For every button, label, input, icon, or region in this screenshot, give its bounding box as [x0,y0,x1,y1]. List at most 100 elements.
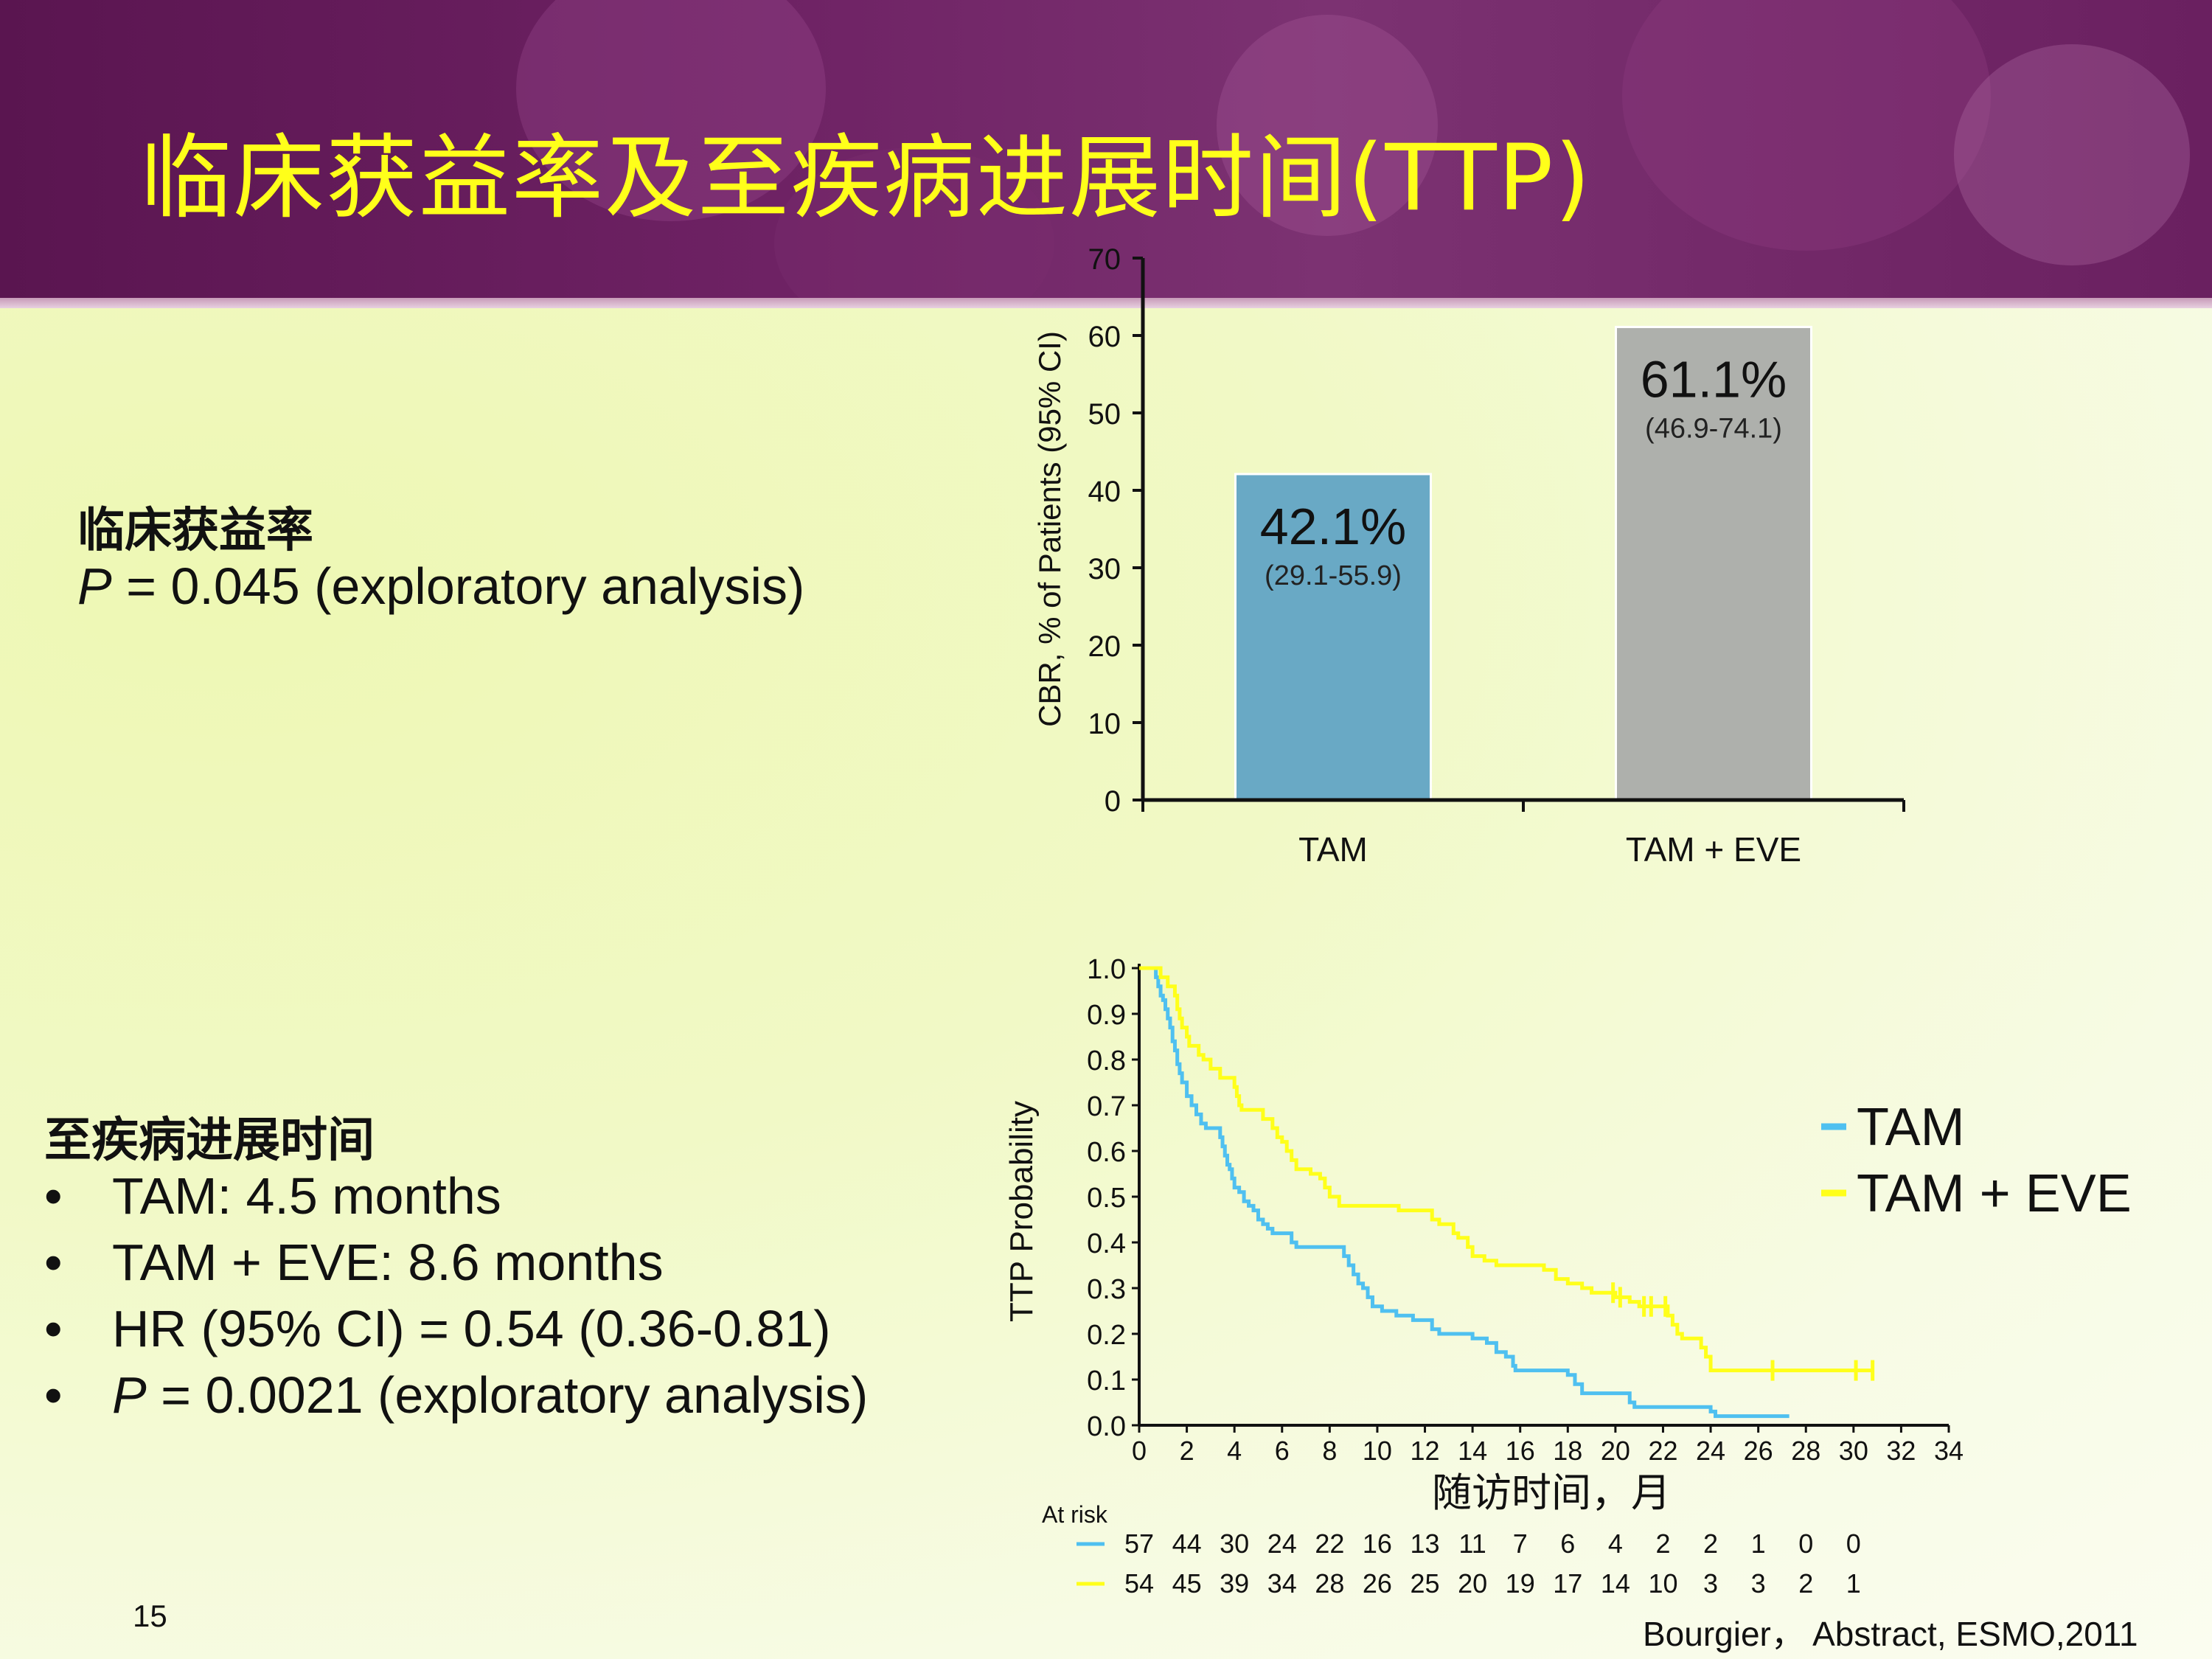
bullet-text: P = 0.0021 (exploratory analysis) [112,1366,869,1424]
x-tick-label: 26 [1744,1436,1773,1466]
bullet-text: TAM: 4.5 months [112,1167,501,1225]
citation: Bourgier， Abstract, ESMO,2011 [1643,1615,2138,1653]
page-number: 15 [133,1599,167,1633]
at-risk-count: 13 [1411,1528,1440,1559]
at-risk-count: 28 [1315,1568,1344,1599]
at-risk-count: 57 [1124,1528,1154,1559]
bar-value-label: 42.1% [1260,498,1406,555]
y-tick-label: 0.5 [1087,1183,1126,1214]
ttp-heading: 至疾病进展时间 [44,1113,375,1168]
y-tick-label: 50 [1088,398,1121,431]
x-tick-label: 18 [1553,1436,1582,1466]
x-tick-label: 16 [1506,1436,1535,1466]
cbr-heading: 临床获益率 [77,504,313,558]
at-risk-count: 45 [1172,1568,1202,1599]
at-risk-count: 1 [1846,1568,1861,1599]
y-tick-label: 10 [1088,708,1121,740]
x-tick-label: 22 [1648,1436,1677,1466]
y-axis-title: CBR, % of Patients (95% CI) [1032,331,1067,727]
at-risk-count: 44 [1172,1528,1202,1559]
bullet-text: HR (95% CI) = 0.54 (0.36-0.81) [112,1300,831,1357]
bullet-dot: • [44,1366,63,1424]
at-risk-count: 34 [1267,1568,1297,1599]
at-risk-count: 4 [1608,1528,1623,1559]
at-risk-count: 24 [1267,1528,1297,1559]
at-risk-count: 0 [1846,1528,1861,1559]
bar-2 [1615,325,1812,801]
at-risk-count: 14 [1601,1568,1630,1599]
bar-value-label: 61.1% [1641,350,1787,408]
at-risk-count: 22 [1315,1528,1344,1559]
at-risk-count: 3 [1703,1568,1718,1599]
bar-ci-label: (46.9-74.1) [1645,413,1782,444]
bar-ci-label: (29.1-55.9) [1265,560,1402,591]
legend-label: TAM + EVE [1857,1164,2132,1223]
at-risk-count: 11 [1458,1528,1486,1559]
x-tick-label: 30 [1839,1436,1868,1466]
y-tick-label: 0.9 [1087,1000,1126,1031]
km-curve-tam-eve [1139,966,1873,1373]
at-risk-count: 6 [1560,1528,1575,1559]
x-tick-label: 2 [1180,1436,1194,1466]
y-tick-label: 0.4 [1087,1228,1126,1259]
x-tick-label: 8 [1322,1436,1337,1466]
x-tick-label: 24 [1696,1436,1725,1466]
bar-1 [1234,473,1432,801]
y-tick-label: 0.7 [1087,1091,1126,1122]
y-tick-label: 60 [1088,321,1121,353]
at-risk-label: At risk [1042,1501,1108,1528]
y-tick-label: 0.6 [1087,1137,1126,1168]
y-tick-label: 1.0 [1087,954,1126,985]
y-tick-label: 40 [1088,476,1121,508]
at-risk-count: 0 [1798,1528,1813,1559]
at-risk-count: 10 [1648,1568,1677,1599]
x-tick-label: TAM [1298,830,1368,869]
x-tick-label: TAM + EVE [1626,830,1801,869]
y-tick-label: 20 [1088,630,1121,663]
x-tick-label: 4 [1227,1436,1242,1466]
title-banner: 临床获益率及至疾病进展时间(TTP) [0,0,2212,302]
at-risk-count: 17 [1553,1568,1582,1599]
p-value-text: = 0.045 (exploratory analysis) [111,557,805,615]
bullet-dot: • [44,1167,63,1225]
x-axis-title: 随访时间，月 [1432,1471,1671,1515]
at-risk-count: 2 [1655,1528,1670,1559]
x-tick-label: 32 [1886,1436,1916,1466]
at-risk-count: 16 [1363,1528,1392,1559]
at-risk-count: 20 [1458,1568,1487,1599]
y-tick-label: 30 [1088,553,1121,585]
at-risk-count: 26 [1363,1568,1392,1599]
at-risk-count: 7 [1513,1528,1528,1559]
at-risk-count: 54 [1124,1568,1154,1599]
legend-label: TAM [1857,1098,1965,1157]
y-tick-label: 0.2 [1087,1320,1126,1351]
y-tick-label: 0.0 [1087,1411,1126,1442]
at-risk-count: 3 [1751,1568,1766,1599]
at-risk-count: 2 [1798,1568,1813,1599]
banner-divider [0,298,2212,308]
at-risk-count: 2 [1703,1528,1718,1559]
at-risk-count: 1 [1751,1528,1766,1559]
x-tick-label: 20 [1601,1436,1630,1466]
x-tick-label: 0 [1132,1436,1147,1466]
bullet-dot: • [44,1234,63,1291]
at-risk-count: 30 [1220,1528,1249,1559]
x-tick-label: 14 [1458,1436,1487,1466]
y-axis-title: TTP Probability [1004,1101,1040,1322]
x-tick-label: 28 [1791,1436,1820,1466]
y-tick-label: 0.1 [1087,1366,1126,1397]
y-tick-label: 0.3 [1087,1274,1126,1305]
x-tick-label: 10 [1363,1436,1392,1466]
x-tick-label: 12 [1411,1436,1440,1466]
x-tick-label: 6 [1275,1436,1290,1466]
p-italic: P [77,557,112,615]
at-risk-count: 25 [1411,1568,1440,1599]
slide-title: 临床获益率及至疾病进展时间(TTP) [140,125,1592,232]
x-tick-label: 34 [1934,1436,1964,1466]
bullet-dot: • [44,1300,63,1357]
cbr-p-value: P = 0.045 (exploratory analysis) [77,557,804,616]
at-risk-count: 19 [1506,1568,1535,1599]
at-risk-count: 39 [1220,1568,1249,1599]
bullet-text: TAM + EVE: 8.6 months [112,1234,664,1291]
